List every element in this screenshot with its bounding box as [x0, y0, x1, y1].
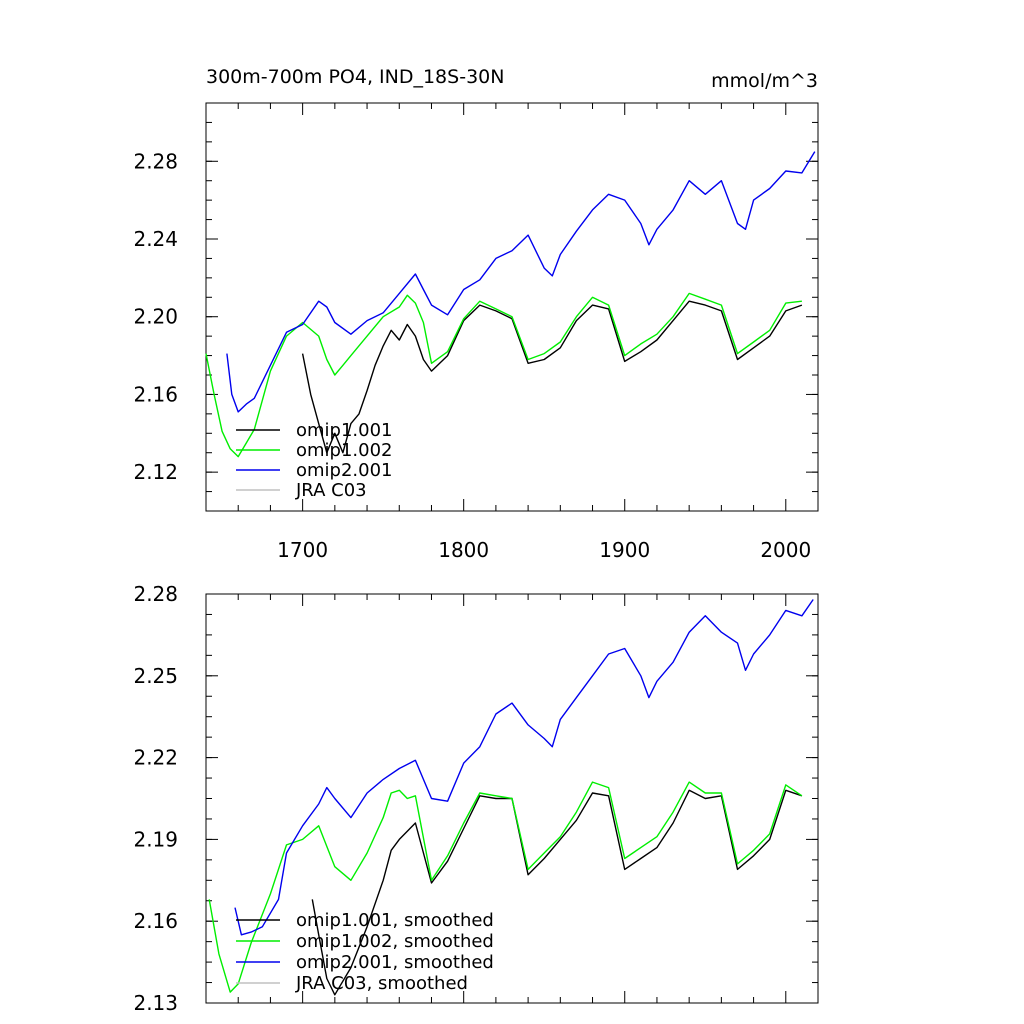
- y-tick-label: 2.13: [133, 991, 178, 1015]
- y-tick-label: 2.16: [133, 382, 178, 406]
- series-line-omip2-001: [226, 151, 816, 413]
- legend-label-jra-c03: JRA C03: [295, 480, 367, 501]
- y-tick-label: 2.20: [133, 305, 178, 329]
- axis-ticks-top: [205, 102, 819, 512]
- x-tick-label: 1700: [277, 538, 328, 562]
- x-tick-label: 1800: [438, 538, 489, 562]
- x-tick-label: 1900: [599, 538, 650, 562]
- chart-title: 300m-700m PO4, IND_18S-30N: [206, 66, 504, 88]
- y-axis-bottom: 2.13 2.16 2.19 2.22 2.25 2.28: [133, 582, 178, 1015]
- series-line-omip2-001-smoothed: [234, 599, 814, 936]
- x-axis-top: 1700 1800 1900 2000: [277, 538, 811, 562]
- y-tick-label: 2.19: [133, 827, 178, 851]
- legend-label-omip2-001-smoothed: omip2.001, smoothed: [296, 952, 494, 973]
- y-axis-top: 2.12 2.16 2.20 2.24 2.28: [133, 149, 178, 484]
- legend-label-omip1-002: omip1.002: [296, 440, 393, 461]
- y-tick-label: 2.25: [133, 664, 178, 688]
- panel-top: 300m-700m PO4, IND_18S-30N mmol/m^3 2.12…: [133, 66, 819, 562]
- legend-label-omip1-001-smoothed: omip1.001, smoothed: [296, 910, 494, 931]
- y-tick-label: 2.12: [133, 460, 178, 484]
- series-line-omip1-001-smoothed: [311, 789, 803, 996]
- legend-label-omip1-002-smoothed: omip1.002, smoothed: [296, 931, 494, 952]
- y-tick-label: 2.16: [133, 909, 178, 933]
- y-tick-label: 2.28: [133, 149, 178, 173]
- y-tick-label: 2.22: [133, 746, 178, 770]
- y-tick-label: 2.24: [133, 227, 178, 251]
- plot-frame-top: [205, 102, 819, 512]
- series-line-omip1-001: [301, 300, 803, 454]
- series-layer-bottom: [208, 599, 814, 996]
- legend-label-jra-c03-smoothed: JRA C03, smoothed: [295, 973, 468, 994]
- panel-bottom: 2.13 2.16 2.19 2.22 2.25 2.28 omip1.001, smoo…: [133, 582, 819, 1015]
- axis-ticks-bottom: [205, 593, 819, 1004]
- series-line-omip1-002: [205, 292, 802, 458]
- y-tick-label: 2.28: [133, 582, 178, 606]
- series-layer-top: [205, 151, 816, 458]
- legend-label-omip2-001: omip2.001: [296, 460, 393, 481]
- units-label: mmol/m^3: [711, 70, 818, 92]
- legend-label-omip1-001: omip1.001: [296, 420, 393, 441]
- x-tick-label: 2000: [760, 538, 811, 562]
- series-line-omip1-002-smoothed: [208, 781, 803, 993]
